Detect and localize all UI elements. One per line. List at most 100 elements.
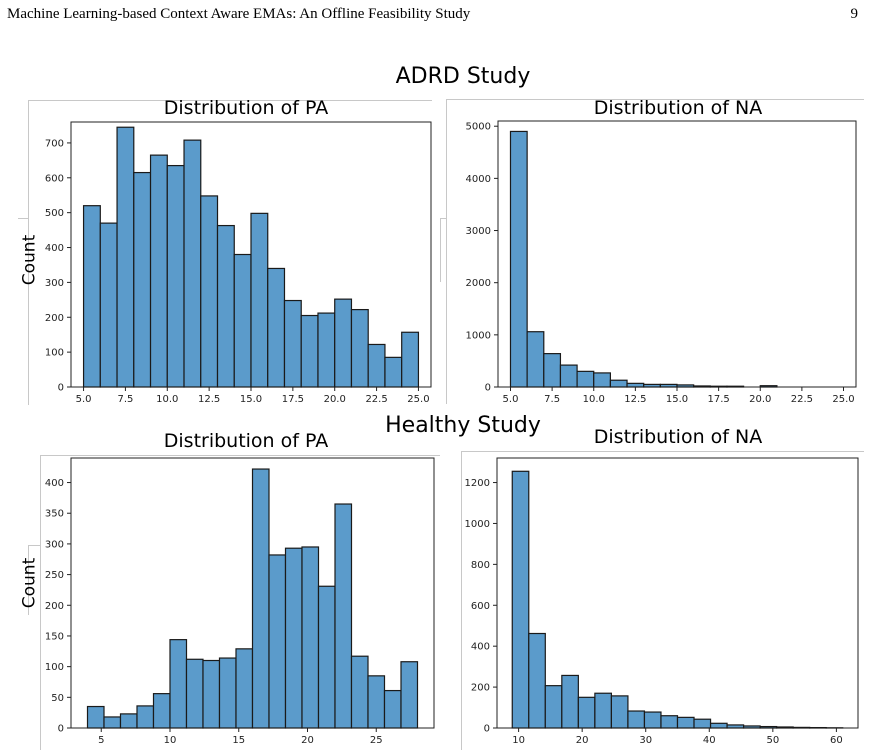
healthy-na-y-tick-label: 400 [471,642,490,653]
healthy-pa-y-tick-label: 50 [51,693,64,704]
adrd-na-bar [643,383,661,388]
healthy-pa-y-tick-label: 250 [45,570,64,581]
figure-frame-line [40,455,440,456]
adrd-na-bar [626,382,645,388]
adrd-na-y-tick-label: 1000 [466,330,491,341]
healthy-pa-bar [367,675,386,729]
healthy-na-x-tick-label: 40 [703,735,716,746]
adrd-na-y-tick-label: 3000 [466,226,491,237]
adrd-pa-x-tick-label: 17.5 [282,394,304,405]
healthy-na-x-tick-label: 60 [830,735,843,746]
adrd-pa-x-tick-label: 25.0 [407,394,429,405]
healthy-pa-bar [103,716,122,729]
figure-frame-line [461,451,864,452]
adrd-na-x-tick-label: 20.0 [749,394,771,405]
adrd-pa-y-tick-label: 500 [45,208,64,219]
healthy-pa-bar [185,658,204,729]
adrd-na-x-tick-label: 25.0 [832,394,854,405]
healthy-na-y-tick-label: 600 [471,601,490,612]
healthy-na-bar [561,674,579,729]
adrd-na-bar [709,385,728,388]
healthy-na-bar [544,685,563,729]
healthy-pa-y-tick-label: 400 [45,478,64,489]
adrd-pa-x-tick-label: 20.0 [324,394,346,405]
adrd-pa-bar [250,212,269,388]
healthy-na-bar [742,725,761,729]
healthy-pa-bar [169,639,188,729]
adrd-na-x-tick-label: 22.5 [791,394,813,405]
adrd-pa-x-tick-label: 22.5 [365,394,387,405]
healthy-na-bar [577,696,596,729]
adrd-pa-bar [99,222,118,388]
adrd-pa-bar [116,126,135,388]
adrd-pa-bar [300,314,319,388]
healthy-pa-bar [202,659,221,729]
healthy-pa-bar [400,661,419,729]
adrd-pa-bar [317,312,336,388]
adrd-na-x-tick-label: 15.0 [666,394,688,405]
healthy-pa-bar [383,689,402,729]
running-head: Machine Learning-based Context Aware EMA… [7,6,471,22]
adrd-pa-bar [149,154,168,388]
adrd-pa-x-tick-label: 5.0 [76,394,92,405]
adrd-na-y-tick-label: 2000 [466,278,491,289]
healthy-pa-x-tick-label: 15 [232,735,245,746]
adrd-pa-bar [384,356,403,388]
adrd-pa-y-tick-label: 600 [45,173,64,184]
adrd-pa-y-tick-label: 300 [45,278,64,289]
figure-frame-line [461,451,462,750]
page-number: 9 [850,6,859,22]
adrd-na-bar [576,370,595,388]
healthy-pa-bar [251,468,270,729]
healthy-pa-bar [136,705,155,729]
healthy-na-y-tick-label: 800 [471,560,490,571]
adrd-na-bar [659,383,678,388]
healthy-na-plot-area [496,457,859,729]
adrd-pa-bar [401,331,420,388]
healthy-pa-x-tick-label: 10 [164,735,177,746]
adrd-na-bar [609,379,628,388]
figure-frame-line [28,545,29,615]
healthy-na-bar [610,695,629,729]
figure-frame-line [28,545,40,546]
healthy-pa-bar [284,547,303,729]
adrd-na-x-tick-label: 17.5 [707,394,729,405]
healthy-pa-bar [301,546,320,729]
healthy-na-bar [660,715,679,729]
healthy-na-y-tick-label: 0 [484,724,490,735]
healthy-na-y-tick-label: 1200 [465,478,490,489]
adrd-pa-bar [166,164,185,388]
adrd-pa-bar [183,139,202,388]
healthy-pa-y-tick-label: 300 [45,539,64,550]
figure-frame-line [28,100,29,405]
adrd-pa-bar [334,298,353,388]
adrd-pa-bar [350,308,369,388]
healthy-pa-x-tick-label: 20 [301,735,314,746]
healthy-na-bar [709,722,728,729]
adrd-na-bar [759,385,778,388]
healthy-na-bar [676,716,695,729]
healthy-na-bar [776,726,794,729]
healthy-na-title: Distribution of NA [593,426,763,448]
adrd-pa-bar [200,195,219,388]
healthy-pa-x-tick-label: 5 [98,735,104,746]
healthy-pa-bar [334,503,353,729]
healthy-pa-bar [317,585,336,729]
adrd-na-y-tick-label: 4000 [466,174,491,185]
adrd-pa-y-tick-label: 400 [45,243,64,254]
healthy-na-bar [693,718,712,729]
healthy-pa-bar [218,657,237,729]
healthy-pa-y-tick-label: 0 [58,724,64,735]
adrd-na-bar [509,130,528,388]
healthy-na-bar [792,726,811,729]
adrd-na-bar [676,384,695,388]
healthy-na-y-tick-label: 200 [471,683,490,694]
figure-frame-line [440,218,446,219]
healthy-na-bar [627,710,646,729]
adrd-na-bar [593,372,611,388]
healthy-pa-x-tick-label: 25 [370,735,383,746]
healthy-pa-y-tick-label: 100 [45,662,64,673]
adrd-na-title: Distribution of NA [593,97,763,119]
figure-frame-line [40,455,41,750]
